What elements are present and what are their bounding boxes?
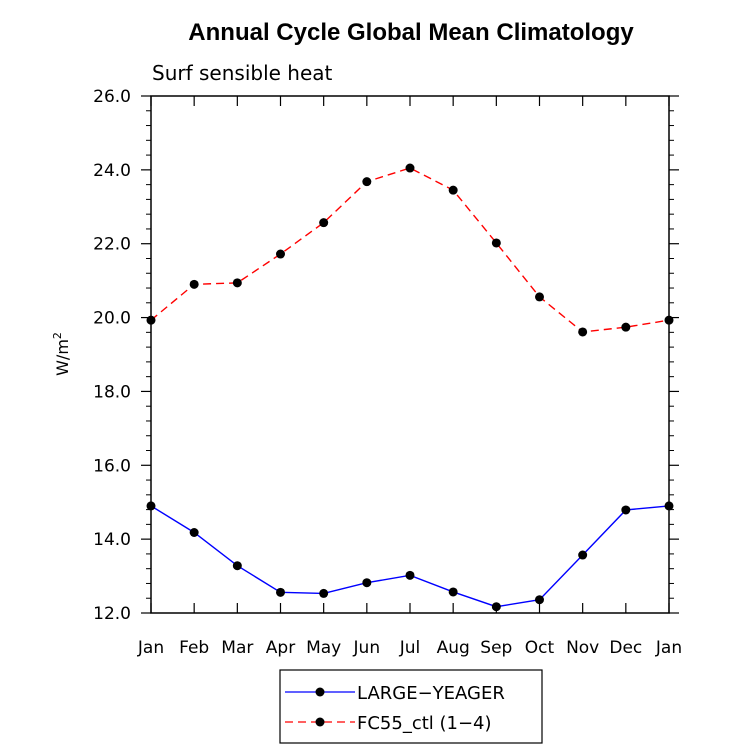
series-1-point [362, 177, 372, 187]
series-0-point [276, 587, 285, 597]
chart-subtitle: Surf sensible heat [152, 61, 333, 85]
series-0-point [578, 550, 588, 560]
y-tick-label: 22.0 [93, 235, 131, 255]
series-1-point [189, 279, 199, 289]
series-1-point [621, 322, 631, 332]
series-0-point [232, 561, 242, 571]
plot-frame [150, 95, 670, 614]
x-tick-label: May [306, 638, 341, 658]
x-tick-label: Jun [353, 638, 381, 658]
series-1-point [405, 163, 415, 173]
series-1-point [535, 292, 544, 302]
x-tick-label: Oct [525, 638, 555, 658]
series-1-point [319, 218, 329, 228]
series-0-point [621, 505, 631, 515]
series-0-point [535, 595, 544, 605]
x-tick-label: Jul [399, 638, 421, 658]
x-tick-label: Aug [437, 638, 470, 658]
series-line-0 [150, 505, 670, 608]
x-tick-label: Nov [566, 638, 599, 658]
series-0-point [362, 578, 372, 588]
y-tick-label: 16.0 [93, 456, 131, 476]
series-0-point [146, 501, 156, 511]
series-1-point [276, 249, 285, 259]
axes: Jan Feb Mar Apr May Jun Jul Aug Sep Oct Nov Dec Jan 1… [93, 87, 682, 658]
y-axis-label-main: W/m [53, 339, 72, 376]
series-0-point [189, 527, 199, 537]
x-tick-label: Mar [221, 638, 253, 658]
series-0-point [319, 588, 329, 598]
series-1-point [232, 278, 242, 288]
y-axis-label-superscript: 2 [51, 332, 64, 339]
x-tick-label: Sep [480, 638, 512, 658]
x-tick-label: Feb [179, 638, 209, 658]
y-axis-label: W/m2 [51, 332, 72, 376]
series-0-point [664, 501, 674, 511]
series-1-point [664, 315, 674, 325]
series-layer [146, 163, 674, 612]
series-1-point [146, 315, 156, 325]
legend-box [279, 669, 543, 744]
series-0-point [491, 602, 501, 612]
legend-marker-large-yeager [315, 687, 325, 697]
y-tick-label: 20.0 [93, 309, 131, 329]
series-1-point [491, 238, 501, 248]
x-tick-label: Jan [137, 638, 164, 658]
y-tick-label: 14.0 [93, 530, 131, 550]
legend-label-fc55-ctl: FC55_ctl (1−4) [357, 713, 492, 734]
series-0-point [405, 570, 415, 580]
legend-marker-fc55-ctl [315, 717, 325, 727]
series-1-point [448, 185, 458, 195]
series-0-point [448, 587, 458, 597]
y-tick-label: 12.0 [93, 604, 131, 624]
legend: LARGE−YEAGER FC55_ctl (1−4) [279, 669, 543, 744]
legend-label-large-yeager: LARGE−YEAGER [357, 683, 505, 704]
y-tick-label: 18.0 [93, 382, 131, 402]
x-tick-label: Apr [266, 638, 295, 658]
y-tick-label: 26.0 [93, 87, 131, 107]
chart-title: Annual Cycle Global Mean Climatology [188, 19, 634, 46]
series-1-point [578, 327, 588, 337]
x-tick-label: Dec [609, 638, 642, 658]
y-tick-label: 24.0 [93, 161, 131, 181]
series-line-1 [150, 167, 670, 333]
x-tick-label: Jan [655, 638, 682, 658]
